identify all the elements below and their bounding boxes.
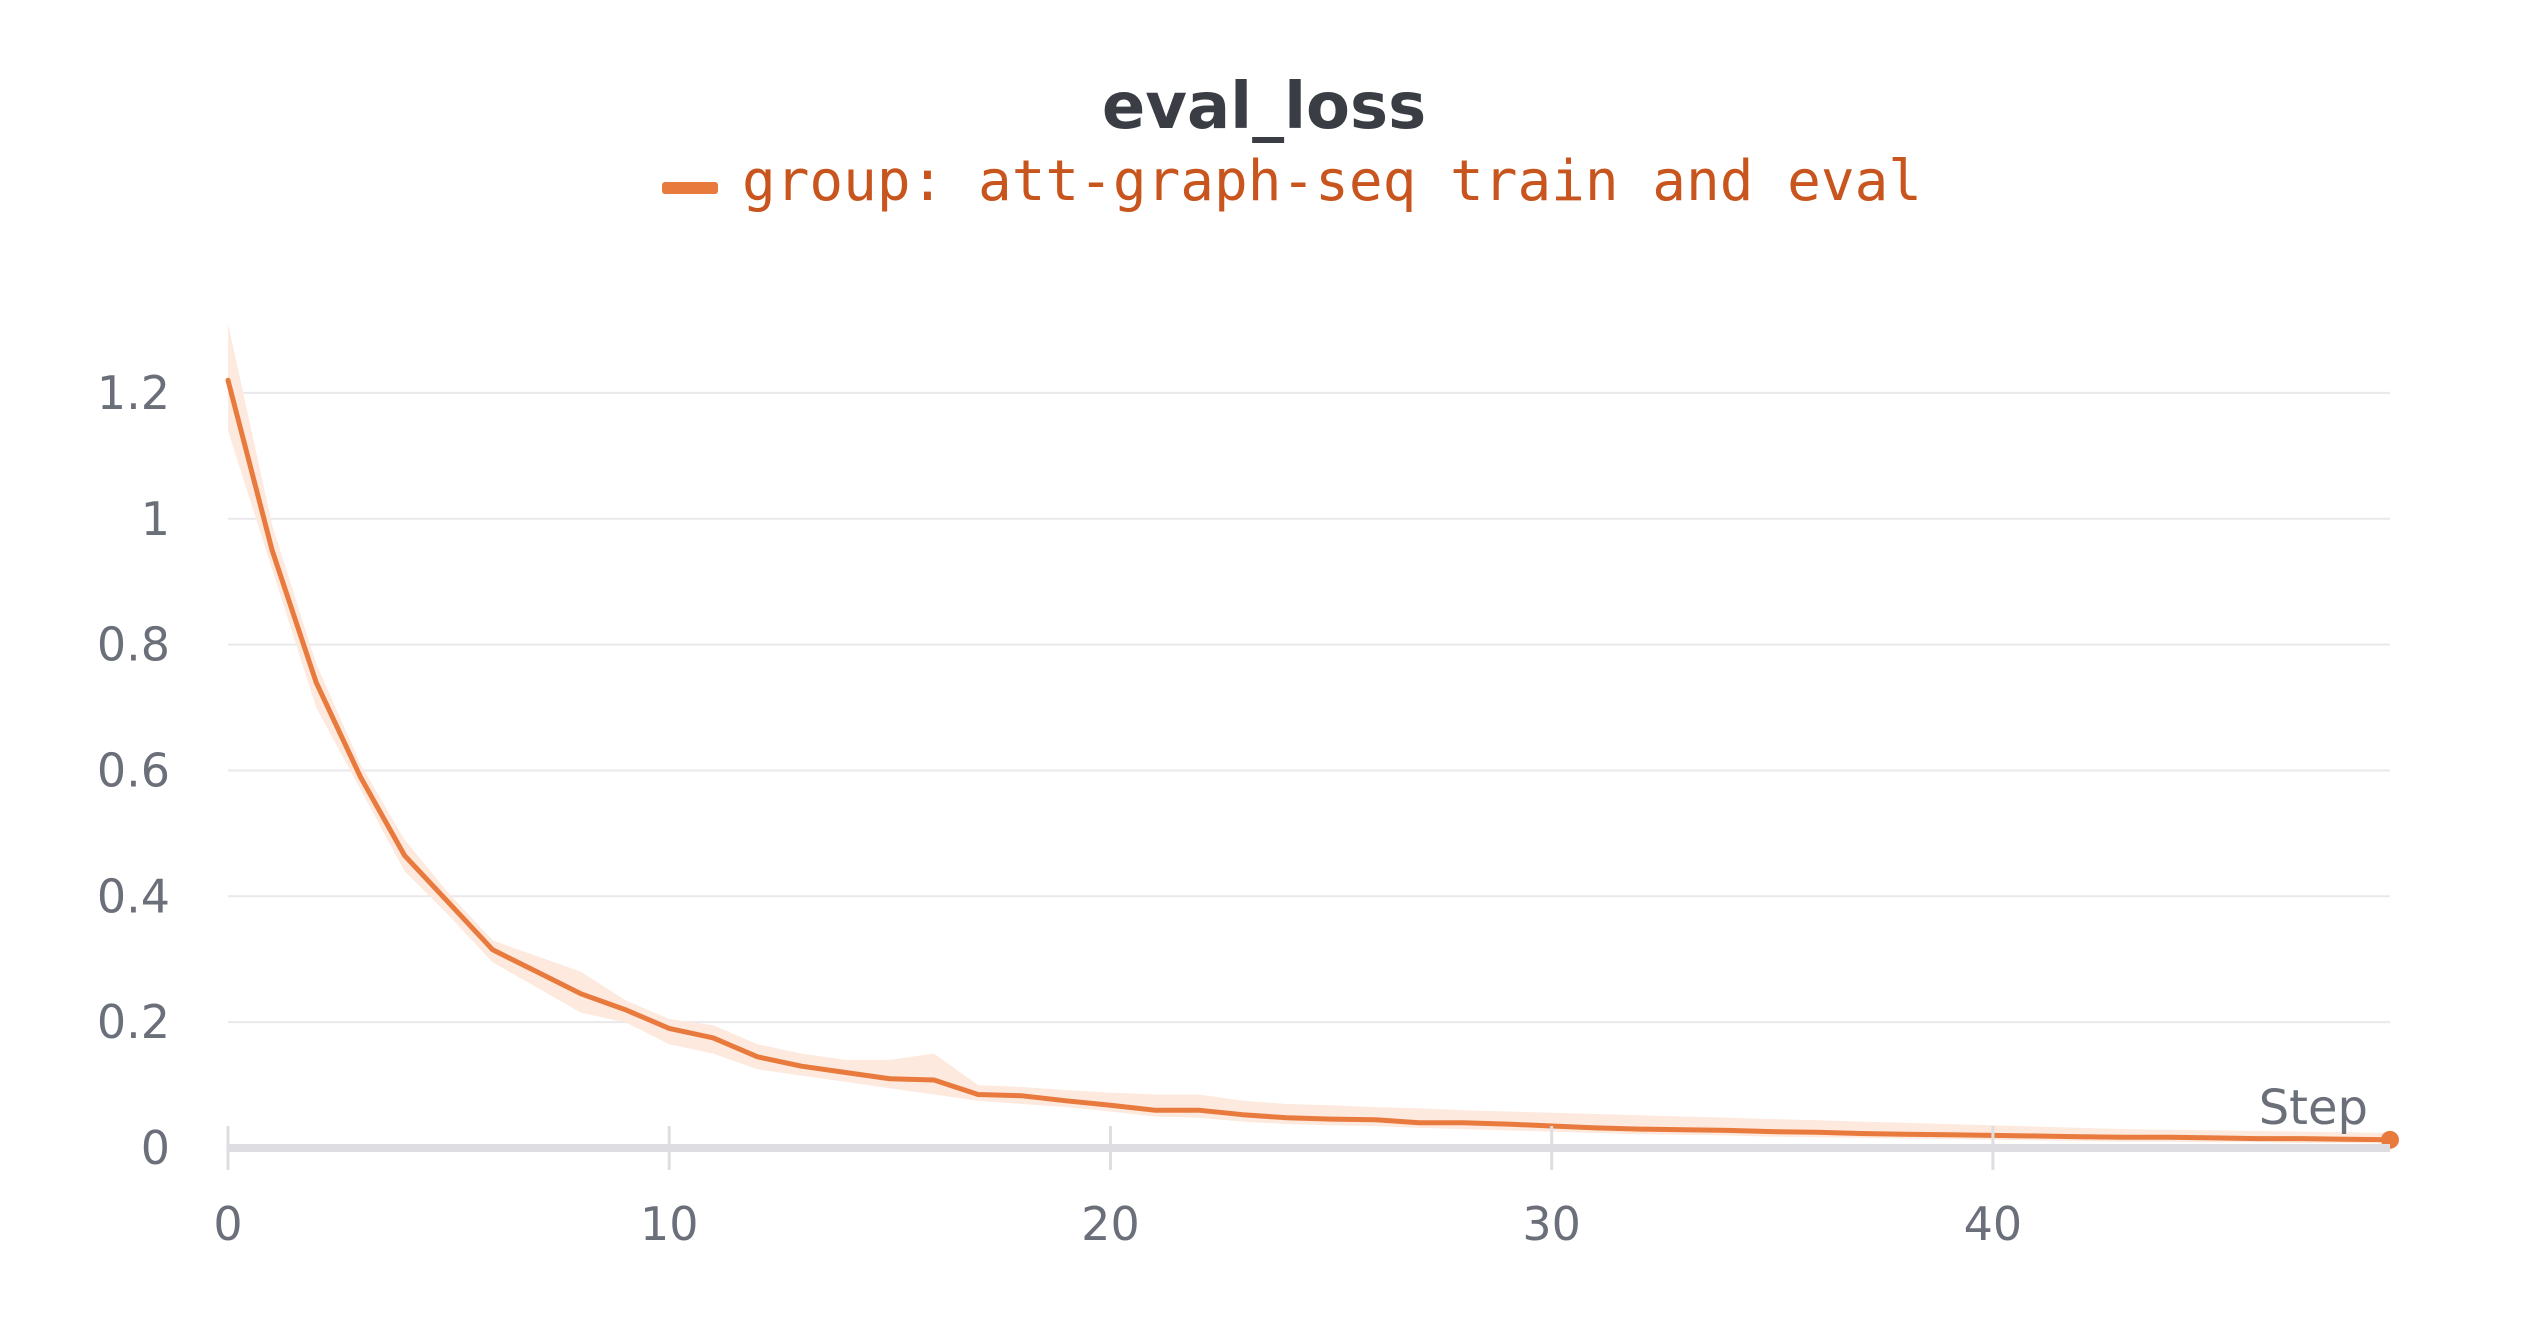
data-point[interactable] <box>1505 1121 1511 1127</box>
x-tick-label: 20 <box>1081 1197 1140 1251</box>
data-point[interactable] <box>2343 1136 2349 1142</box>
data-point[interactable] <box>1725 1127 1731 1133</box>
data-point[interactable] <box>2255 1136 2261 1142</box>
data-point[interactable] <box>1637 1126 1643 1132</box>
chart-title: eval_loss <box>1102 70 1426 144</box>
legend-swatch <box>662 182 718 194</box>
data-point[interactable] <box>754 1054 760 1060</box>
series-line[interactable] <box>225 377 2393 1143</box>
y-tick-label: 0.8 <box>97 618 170 672</box>
x-tick-label: 30 <box>1522 1197 1581 1251</box>
data-point[interactable] <box>2122 1134 2128 1140</box>
data-point[interactable] <box>975 1092 981 1098</box>
data-point[interactable] <box>2299 1136 2305 1142</box>
data-point[interactable] <box>401 852 407 858</box>
data-point[interactable] <box>1372 1117 1378 1123</box>
line-layer <box>225 377 2399 1149</box>
data-point[interactable] <box>446 900 452 906</box>
y-tick-label: 0.6 <box>97 743 170 797</box>
data-point[interactable] <box>1107 1102 1113 1108</box>
data-point[interactable] <box>1328 1116 1334 1122</box>
data-point[interactable] <box>2211 1135 2217 1141</box>
data-point[interactable] <box>269 547 275 553</box>
data-point[interactable] <box>357 774 363 780</box>
data-point[interactable] <box>1813 1129 1819 1135</box>
y-tick-label: 0.2 <box>97 995 170 1049</box>
data-point[interactable] <box>799 1063 805 1069</box>
data-point[interactable] <box>490 947 496 953</box>
data-point[interactable] <box>931 1077 937 1083</box>
x-tick-label: 0 <box>213 1197 242 1251</box>
y-tick-label: 0 <box>141 1121 170 1175</box>
data-point[interactable] <box>534 969 540 975</box>
data-point[interactable] <box>313 679 319 685</box>
data-point[interactable] <box>666 1025 672 1031</box>
x-tick-label: 10 <box>640 1197 699 1251</box>
data-point[interactable] <box>1284 1115 1290 1121</box>
data-point[interactable] <box>1858 1131 1864 1137</box>
data-point[interactable] <box>1460 1120 1466 1126</box>
x-axis-title: Step <box>2259 1080 2368 1136</box>
data-point[interactable] <box>1946 1132 1952 1138</box>
grid-lines <box>228 391 2390 1024</box>
data-point[interactable] <box>1152 1107 1158 1113</box>
legend[interactable]: group: att-graph-seq train and eval <box>662 149 1922 214</box>
data-point[interactable] <box>710 1035 716 1041</box>
data-point[interactable] <box>1769 1129 1775 1135</box>
y-tick-label: 1.2 <box>97 366 170 420</box>
data-point[interactable] <box>1063 1098 1069 1104</box>
data-point[interactable] <box>887 1076 893 1082</box>
data-point[interactable] <box>578 991 584 997</box>
data-point[interactable] <box>2034 1133 2040 1139</box>
data-point[interactable] <box>1240 1112 1246 1118</box>
data-point[interactable] <box>1196 1107 1202 1113</box>
axis-layer: 0 0.2 0.4 0.6 0.8 1 1.2 0 10 20 30 40 <box>97 366 2390 1251</box>
series-range-band <box>228 323 2390 1144</box>
y-tick-label: 1 <box>141 492 170 546</box>
data-point[interactable] <box>1681 1127 1687 1133</box>
legend-label: group: att-graph-seq train and eval <box>742 149 1922 214</box>
data-point[interactable] <box>1019 1093 1025 1099</box>
data-point[interactable] <box>1902 1131 1908 1137</box>
data-point[interactable] <box>843 1069 849 1075</box>
data-point[interactable] <box>2166 1134 2172 1140</box>
x-tick-label: 40 <box>1964 1197 2023 1251</box>
band-layer <box>228 323 2390 1144</box>
data-point[interactable] <box>622 1007 628 1013</box>
data-point[interactable] <box>1593 1125 1599 1131</box>
data-point[interactable] <box>225 377 231 383</box>
y-tick-label: 0.4 <box>97 869 170 923</box>
data-point[interactable] <box>1416 1120 1422 1126</box>
data-point[interactable] <box>2078 1134 2084 1140</box>
